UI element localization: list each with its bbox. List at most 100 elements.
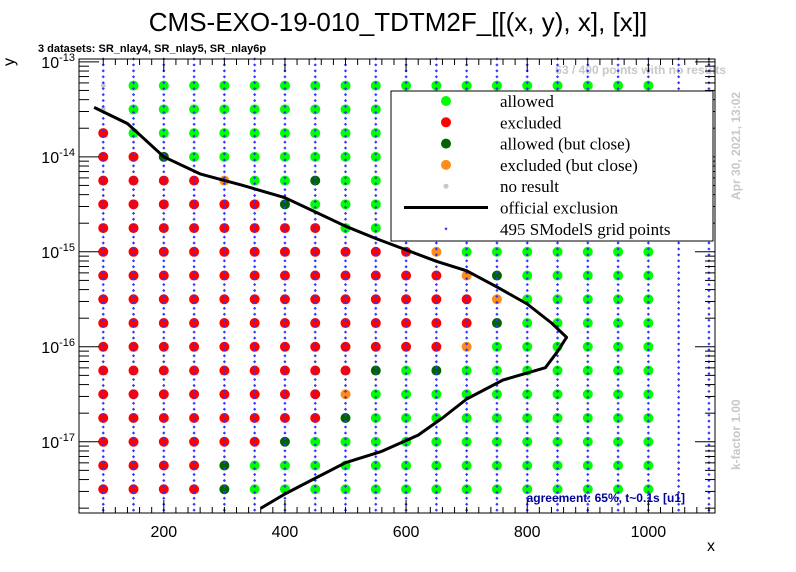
grid-point: [192, 193, 196, 198]
grid-point: [555, 484, 560, 489]
grid-point: [162, 193, 166, 198]
grid-point: [162, 134, 166, 138]
point-allowed: [370, 80, 381, 91]
grid-point: [253, 93, 257, 97]
grid-point: [101, 443, 105, 447]
grid-point: [222, 437, 226, 441]
grid-point: [434, 437, 438, 441]
grid-point: [343, 235, 348, 239]
grid-point: [555, 81, 560, 85]
grid-point: [555, 466, 560, 471]
grid-point: [192, 431, 196, 435]
grid-point: [313, 277, 317, 281]
grid-point: [434, 294, 438, 299]
grid-point: [677, 348, 681, 352]
point-excluded: [128, 151, 139, 162]
grid-point: [253, 134, 257, 138]
point-allowed: [431, 80, 442, 91]
grid-point: [313, 152, 317, 156]
grid-point: [283, 277, 287, 281]
grid-point: [555, 389, 560, 394]
grid-point: [283, 318, 287, 322]
grid-point: [586, 383, 590, 388]
grid-point: [313, 354, 317, 358]
point-excluded: [128, 460, 139, 471]
grid-point: [131, 484, 136, 489]
grid-point: [192, 401, 196, 405]
point-allowed-close: [279, 436, 290, 447]
grid-point: [677, 63, 681, 67]
grid-point: [404, 496, 408, 500]
grid-point: [343, 134, 348, 138]
grid-point: [343, 104, 348, 109]
point-allowed: [370, 175, 381, 186]
grid-point: [343, 205, 348, 210]
grid-point: [313, 348, 317, 352]
grid-point: [162, 235, 166, 239]
grid-point: [131, 223, 136, 227]
grid-point: [555, 508, 560, 512]
grid-point: [101, 377, 105, 382]
grid-point: [434, 69, 438, 73]
grid-point: [131, 265, 136, 269]
grid-point: [222, 277, 226, 281]
grid-point: [253, 300, 257, 304]
grid-point: [283, 282, 287, 287]
point-allowed: [552, 484, 563, 495]
grid-point: [253, 449, 257, 453]
grid-point: [222, 170, 226, 174]
point-excluded: [189, 365, 200, 376]
grid-point: [616, 449, 620, 453]
point-allowed-close: [310, 175, 321, 186]
grid-point: [192, 443, 196, 447]
grid-point: [374, 98, 378, 103]
grid-point: [222, 330, 226, 334]
grid-point: [101, 288, 105, 293]
grid-point: [283, 170, 287, 174]
grid-point: [434, 342, 438, 346]
grid-point: [101, 259, 105, 263]
grid-point: [677, 259, 681, 263]
grid-point: [162, 265, 166, 269]
grid-point: [222, 104, 226, 109]
grid-point: [101, 413, 105, 417]
grid-point: [162, 259, 166, 263]
point-allowed: [491, 365, 502, 376]
grid-point: [192, 502, 196, 506]
point-allowed: [643, 484, 654, 495]
point-excluded: [128, 270, 139, 281]
grid-point: [555, 294, 560, 299]
grid-point: [162, 306, 166, 310]
point-excluded: [219, 389, 230, 400]
grid-point: [253, 205, 257, 210]
grid-point: [192, 496, 196, 500]
grid-point: [646, 407, 650, 411]
point-allowed: [461, 436, 472, 447]
grid-point: [677, 277, 681, 281]
grid-point: [222, 93, 226, 97]
point-allowed: [552, 294, 563, 305]
point-allowed: [461, 413, 472, 424]
grid-point: [343, 443, 348, 447]
grid-point: [404, 443, 408, 447]
legend-label: 495 SModelS grid points: [500, 220, 671, 239]
grid-point: [404, 401, 408, 405]
point-allowed: [491, 436, 502, 447]
legend-swatch-allowed-close: [441, 138, 451, 149]
grid-point: [646, 306, 650, 310]
grid-point: [434, 472, 438, 477]
grid-point: [283, 336, 287, 340]
grid-point: [707, 318, 711, 322]
grid-point: [101, 122, 105, 126]
grid-point: [677, 508, 681, 512]
point-excluded: [249, 199, 260, 210]
point-excluded: [158, 413, 169, 424]
grid-point: [555, 455, 560, 459]
point-excluded: [189, 294, 200, 305]
grid-point: [253, 342, 257, 346]
grid-point: [434, 75, 438, 79]
point-excluded: [158, 270, 169, 281]
grid-point: [404, 330, 408, 334]
grid-point: [586, 69, 590, 73]
grid-point: [313, 241, 317, 245]
